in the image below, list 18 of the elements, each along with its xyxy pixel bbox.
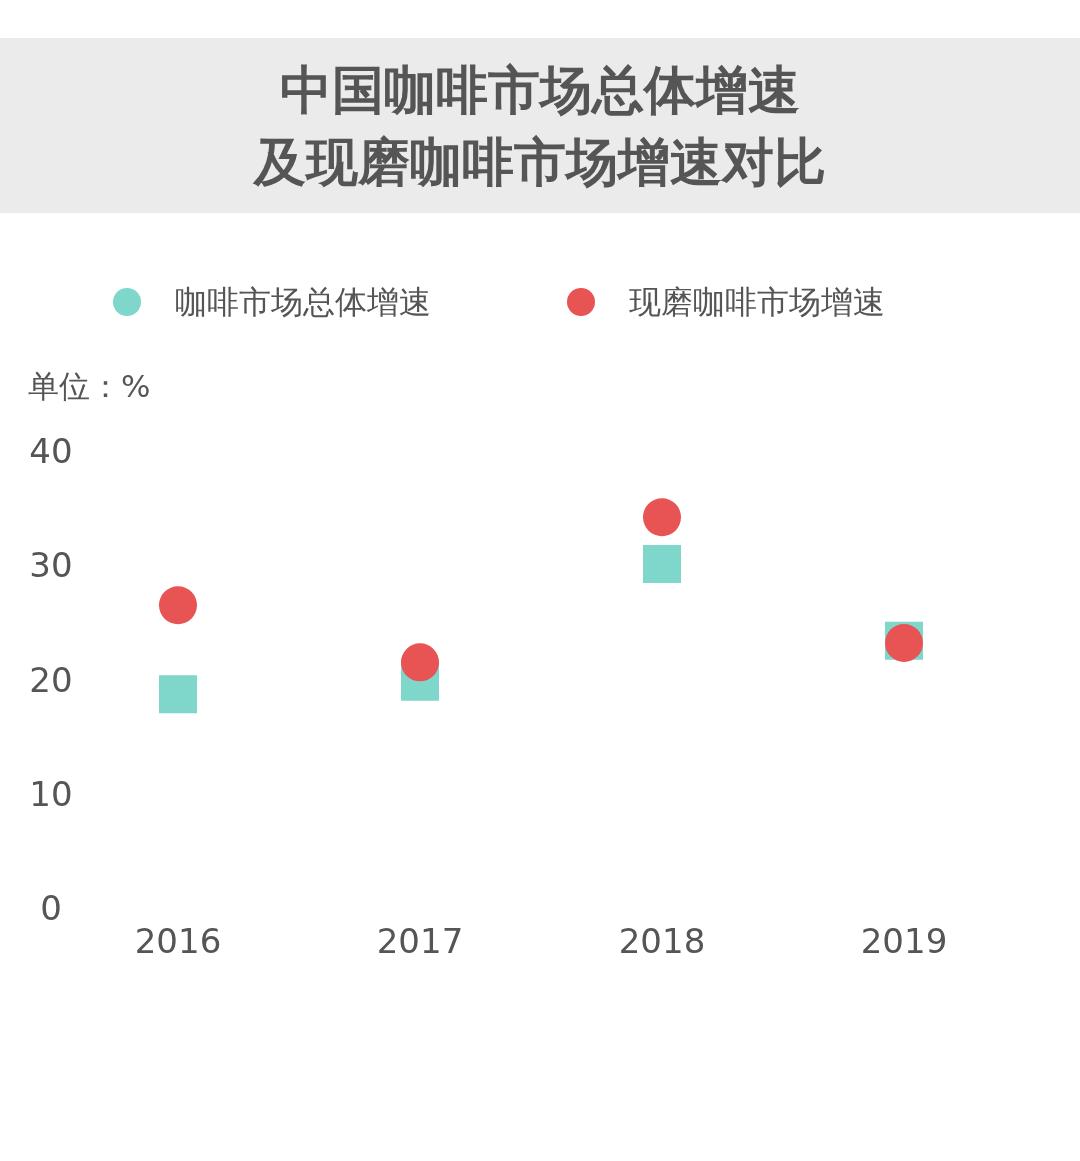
legend-label: 咖啡市场总体增速 (175, 283, 431, 321)
point (159, 675, 197, 714)
x-tick-label: 2017 (376, 921, 464, 961)
point (401, 643, 439, 682)
y-tick-label: 20 (29, 659, 73, 700)
y-tick-label: 30 (29, 545, 73, 586)
point (159, 586, 197, 625)
y-axis-title: 单位：% (28, 368, 151, 404)
y-tick-label: 40 (29, 431, 73, 471)
legend-label: 现磨咖啡市场增速 (629, 283, 885, 321)
x-tick-label: 2016 (134, 921, 222, 961)
x-tick-label: 2018 (618, 921, 706, 961)
chart-title: 中国咖啡市场总体增速及现磨咖啡市场增速对比 (252, 60, 826, 192)
y-tick-label: 10 (29, 773, 73, 814)
y-tick-label: 0 (40, 888, 62, 928)
point (643, 545, 681, 584)
x-tick-label: 2019 (860, 921, 948, 961)
point (643, 498, 681, 537)
